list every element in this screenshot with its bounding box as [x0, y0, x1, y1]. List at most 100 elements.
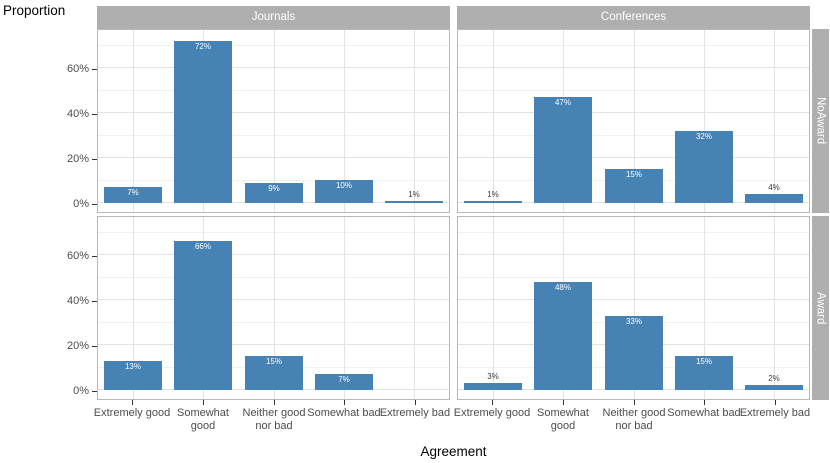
gridline-minor	[458, 276, 809, 278]
bar	[464, 383, 522, 390]
bar-label: 32%	[695, 132, 712, 141]
x-axis-tick	[775, 400, 776, 405]
gridline-minor	[458, 134, 809, 136]
gridline-vertical	[704, 217, 705, 399]
gridline-minor	[98, 44, 449, 46]
y-axis-tick	[92, 204, 97, 205]
gridline-minor	[98, 179, 449, 181]
bar	[534, 282, 592, 390]
gridline-vertical	[133, 30, 134, 212]
bar	[534, 97, 592, 203]
gridline-major	[98, 254, 449, 255]
x-axis-tick	[344, 400, 345, 405]
bar-label: 13%	[124, 362, 141, 371]
facet-strip-journals: Journals	[97, 6, 450, 29]
y-axis-tick	[92, 159, 97, 160]
gridline-major	[458, 67, 809, 68]
x-tick-label: Extremely good	[453, 407, 531, 419]
x-axis-tick	[203, 400, 204, 405]
gridline-minor	[98, 134, 449, 136]
y-tick-label: 60%	[66, 250, 89, 262]
x-tick-label: Neither good nor bad	[602, 407, 666, 432]
gridline-major	[98, 157, 449, 158]
y-axis-tick	[92, 391, 97, 392]
panel-conferences-award: 3% 48% 33% 15% 2%	[457, 216, 810, 400]
bar-label: 7%	[338, 375, 350, 384]
y-tick-label: 40%	[66, 295, 89, 307]
bar-label: 15%	[695, 357, 712, 366]
bar	[315, 374, 373, 390]
bar	[245, 183, 303, 203]
gridline-major	[98, 299, 449, 300]
bar	[605, 316, 663, 390]
y-axis-tick	[92, 256, 97, 257]
facet-strip-conferences: Conferences	[457, 6, 810, 29]
x-axis-tick	[492, 400, 493, 405]
gridline-major	[98, 344, 449, 345]
facet-strip-award-label: Award	[814, 291, 827, 325]
y-axis-title: Proportion	[3, 3, 66, 18]
gridline-vertical	[774, 30, 775, 212]
bar-label: 4%	[768, 183, 780, 192]
bar-label: 10%	[335, 181, 352, 190]
y-tick-label: 20%	[66, 340, 89, 352]
x-axis-tick	[634, 400, 635, 405]
bar-label: 9%	[268, 184, 280, 193]
gridline-minor	[458, 231, 809, 233]
bar	[385, 201, 443, 203]
x-axis-tick	[415, 400, 416, 405]
y-tick-label: 40%	[66, 108, 89, 120]
bar-label: 15%	[625, 170, 642, 179]
gridline-vertical	[493, 30, 494, 212]
x-axis-title: Agreement	[420, 444, 487, 459]
gridline-vertical	[774, 217, 775, 399]
x-tick-label: Extremely bad	[379, 407, 451, 419]
panel-journals-noaward: 7% 72% 9% 10% 1%	[97, 29, 450, 213]
y-tick-label: 0%	[73, 198, 89, 210]
panel-journals-award: 13% 66% 15% 7%	[97, 216, 450, 400]
bar	[315, 180, 373, 203]
bar-label: 2%	[768, 374, 780, 383]
bar-label: 1%	[487, 190, 499, 199]
gridline-vertical	[704, 30, 705, 212]
gridline-vertical	[274, 217, 275, 399]
bar	[745, 385, 803, 390]
gridline-vertical	[344, 217, 345, 399]
x-axis-tick	[704, 400, 705, 405]
bar-label: 3%	[487, 372, 499, 381]
bar-label: 7%	[127, 188, 139, 197]
y-axis-tick	[92, 69, 97, 70]
y-axis-tick	[92, 346, 97, 347]
gridline-major	[458, 299, 809, 300]
x-tick-label: Somewhat bad	[307, 407, 381, 419]
gridline-vertical	[133, 217, 134, 399]
gridline-minor	[458, 89, 809, 91]
bar-label: 1%	[408, 190, 420, 199]
bar-label: 72%	[194, 42, 211, 51]
x-axis-tick	[274, 400, 275, 405]
gridline-vertical	[344, 30, 345, 212]
gridline-vertical	[274, 30, 275, 212]
gridline-vertical	[634, 30, 635, 212]
gridline-minor	[98, 276, 449, 278]
facet-strip-noaward-label: NoAward	[814, 97, 827, 145]
x-axis-tick	[563, 400, 564, 405]
bar	[104, 187, 162, 203]
bar	[174, 41, 232, 203]
gridline-major	[458, 254, 809, 255]
x-tick-label: Neither good nor bad	[242, 407, 306, 432]
gridline-minor	[98, 231, 449, 233]
x-tick-label: Somewhat bad	[667, 407, 741, 419]
gridline-major	[98, 112, 449, 113]
x-tick-label: Somewhat good	[177, 407, 229, 432]
gridline-minor	[98, 321, 449, 323]
facet-strip-noaward: NoAward	[812, 29, 829, 213]
gridline-vertical	[634, 217, 635, 399]
bar	[245, 356, 303, 390]
y-tick-label: 0%	[73, 385, 89, 397]
gridline-major	[98, 67, 449, 68]
bar-label: 66%	[194, 242, 211, 251]
bar	[174, 241, 232, 390]
y-tick-label: 20%	[66, 153, 89, 165]
